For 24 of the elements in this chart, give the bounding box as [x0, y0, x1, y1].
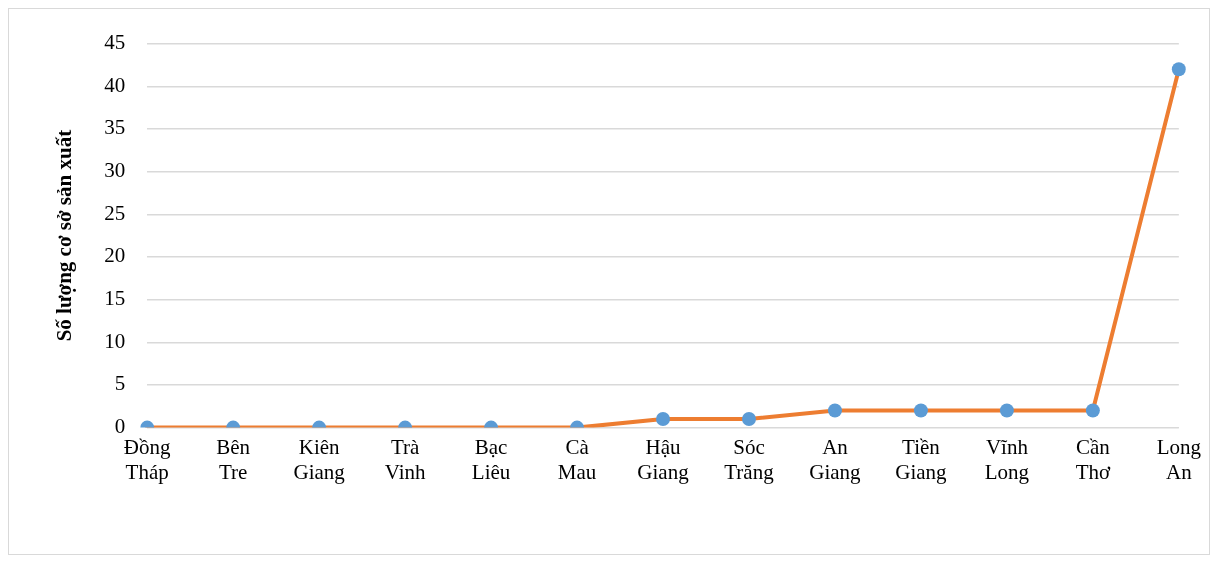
x-tick-label: Vĩnh Long — [984, 434, 1030, 484]
x-tick-label: Bạc Liêu — [471, 434, 511, 484]
x-tick-label: Trà Vinh — [384, 434, 426, 484]
x-tick-label: Hậu Giang — [637, 434, 690, 484]
y-tick-label: 5 — [114, 371, 126, 396]
y-tick-label: 30 — [104, 158, 126, 183]
x-tick-label: Kiên Giang — [293, 434, 346, 484]
y-tick-label: 15 — [104, 286, 126, 311]
y-tick-label: 25 — [104, 200, 126, 225]
x-tick-label: Cần Thơ — [1075, 434, 1111, 484]
y-tick-label: 0 — [114, 414, 126, 439]
x-tick-label: Cà Mau — [557, 434, 597, 484]
x-tick-label: Đồng Tháp — [123, 434, 172, 484]
y-tick-label: 45 — [104, 30, 126, 55]
y-tick-label: 35 — [104, 115, 126, 140]
x-tick-label: An Giang — [809, 434, 862, 484]
y-tick-label: 20 — [104, 243, 126, 268]
y-axis-title: Số lượng cơ sở sản xuất — [52, 129, 77, 342]
y-tick-label: 40 — [104, 72, 126, 97]
x-tick-label: Long An — [1156, 434, 1202, 484]
x-tick-label: Tiền Giang — [895, 434, 948, 484]
y-tick-label: 10 — [104, 328, 126, 353]
x-tick-label: Sóc Trăng — [724, 434, 775, 484]
x-tick-label: Bên Tre — [216, 434, 251, 484]
